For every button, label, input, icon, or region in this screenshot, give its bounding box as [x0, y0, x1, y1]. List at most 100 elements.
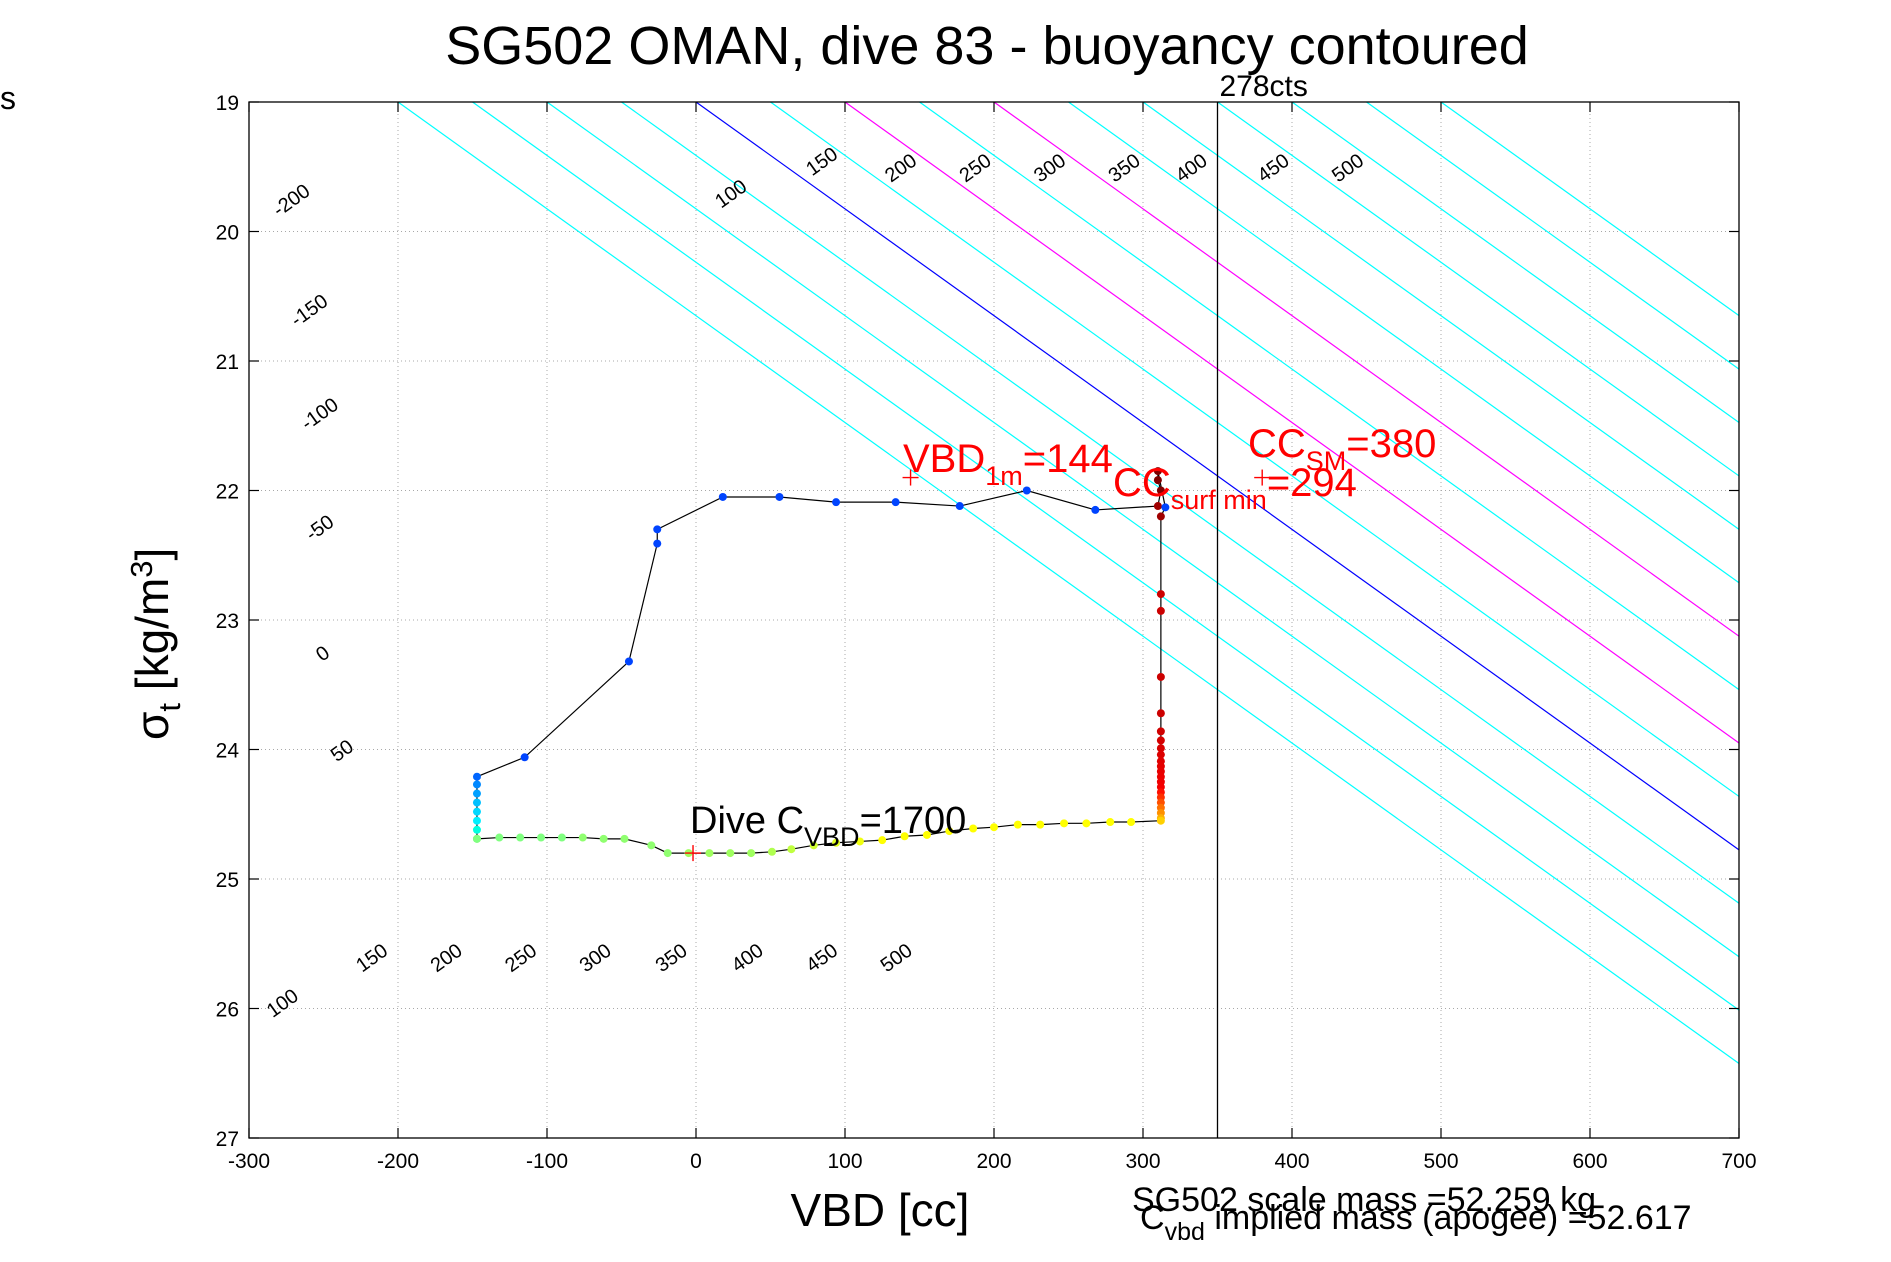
- track-point: [1161, 503, 1170, 512]
- reference-line-label: 278cts: [1220, 70, 1308, 103]
- track-point: [578, 833, 587, 842]
- contour-label: 50: [327, 736, 358, 767]
- contour-label: 100: [711, 176, 751, 213]
- x-tick-label: -200: [377, 1150, 419, 1173]
- contour-label: -50: [302, 511, 338, 546]
- track-point: [767, 847, 776, 856]
- track-point: [1127, 818, 1136, 827]
- implied-mass-main: C: [1140, 1199, 1165, 1237]
- track-point: [1156, 486, 1165, 495]
- plus-markers: [685, 469, 1271, 862]
- contour-line: [1217, 101, 1740, 477]
- x-tick-label: 0: [690, 1150, 702, 1173]
- dive-track-points: [472, 467, 1170, 858]
- track-point: [624, 657, 633, 666]
- track-point: [969, 824, 978, 833]
- track-point: [1156, 606, 1165, 615]
- track-point: [472, 816, 481, 825]
- vbd-1m-sub: 1m: [985, 461, 1023, 491]
- dive-cvbd-sub: VBD: [804, 822, 860, 852]
- contour-label: 200: [881, 150, 921, 187]
- track-point: [787, 845, 796, 854]
- track-point: [726, 849, 735, 858]
- contour-label: 100: [263, 985, 303, 1022]
- contour-label: 450: [1254, 150, 1294, 187]
- track-point: [1156, 672, 1165, 681]
- contour-line: [1291, 101, 1740, 424]
- track-point: [832, 838, 841, 847]
- cc-surf-min-annotation: CCsurf min=294: [1113, 461, 1357, 515]
- track-point: [878, 836, 887, 845]
- track-point: [1156, 744, 1165, 753]
- track-point: [620, 834, 629, 843]
- track-point: [922, 830, 931, 839]
- track-point: [1153, 476, 1162, 485]
- track-point: [1156, 590, 1165, 599]
- y-axis-label-sup: 3: [124, 560, 159, 577]
- contour-line: [621, 101, 1740, 904]
- vbd-1m-annotation: VBD1m=144: [903, 437, 1113, 491]
- track-point: [653, 525, 662, 534]
- track-point: [472, 825, 481, 834]
- y-tick-label: 26: [216, 999, 239, 1022]
- contour-label: 150: [352, 940, 392, 977]
- track-point: [855, 837, 864, 846]
- implied-mass-text: Cvbd implied mass (apogee) =52.617: [1140, 1199, 1692, 1246]
- contour-label: -150: [287, 290, 332, 331]
- scale-mass-text: SG502 scale mass =52.259 kg: [1132, 1181, 1596, 1219]
- x-tick-label: 200: [976, 1150, 1011, 1173]
- track-point: [747, 849, 756, 858]
- plus-marker: [902, 469, 919, 486]
- x-tick-label: 100: [827, 1150, 862, 1173]
- contour-label: 250: [501, 940, 541, 977]
- x-tick-label: 500: [1423, 1150, 1458, 1173]
- contour-line: [919, 101, 1740, 691]
- dive-cvbd-annotation: Dive CVBD=1700: [690, 800, 966, 852]
- track-point: [472, 789, 481, 798]
- track-point: [1022, 486, 1031, 495]
- x-tick-label: 400: [1274, 1150, 1309, 1173]
- contour-label: 500: [877, 940, 917, 977]
- track-point: [599, 834, 608, 843]
- x-tick-label: -300: [228, 1150, 270, 1173]
- track-point: [516, 833, 525, 842]
- track-point: [1156, 727, 1165, 736]
- track-point: [1153, 467, 1162, 476]
- contour-line: [1440, 101, 1740, 317]
- track-point: [1106, 818, 1115, 827]
- track-point: [1060, 819, 1069, 828]
- y-tick-label: 19: [216, 92, 239, 115]
- chart-title: SG502 OMAN, dive 83 - buoyancy contoured: [445, 16, 1529, 76]
- y-tick-label: 20: [216, 222, 239, 245]
- y-tick-label: 21: [216, 351, 239, 374]
- y-tick-label: 27: [216, 1128, 239, 1151]
- track-point: [1156, 750, 1165, 759]
- axis-ticks: [248, 101, 1740, 1139]
- track-point: [955, 502, 964, 511]
- track-point: [520, 753, 529, 762]
- dive-cvbd-main: Dive C: [690, 800, 804, 842]
- dive-track-line: [476, 470, 1166, 854]
- cc-sm-annotation: CCSM=380: [1248, 422, 1436, 476]
- cc-sm-value: =380: [1346, 422, 1436, 466]
- track-point: [891, 498, 900, 507]
- y-tick-label: 23: [216, 610, 239, 633]
- track-point: [472, 780, 481, 789]
- track-point: [1091, 505, 1100, 514]
- y-tick-label: 22: [216, 481, 239, 504]
- contour-label: -100: [297, 394, 342, 435]
- track-point: [832, 498, 841, 507]
- x-axis-label: VBD [cc]: [791, 1184, 970, 1236]
- track-point: [1082, 819, 1091, 828]
- track-point: [705, 849, 714, 858]
- contour-line: [770, 101, 1740, 797]
- track-point: [775, 492, 784, 501]
- track-point: [1153, 502, 1162, 511]
- contour-labels: -200 -150 -100 -50 0 50 100 150 200 250 300 350 400 4…: [263, 143, 1368, 1022]
- grid: [248, 101, 1740, 1139]
- x-tick-label: 600: [1572, 1150, 1607, 1173]
- contour-line: [1142, 101, 1740, 530]
- contour-line: [844, 101, 1740, 744]
- contour-line: [472, 101, 1740, 1011]
